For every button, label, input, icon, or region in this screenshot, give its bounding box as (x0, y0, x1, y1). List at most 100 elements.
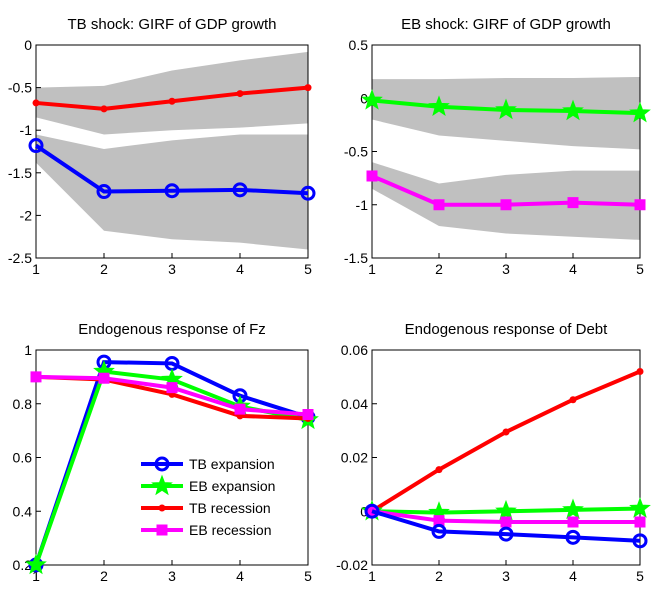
marker (562, 99, 584, 121)
x-tick-label: 5 (636, 261, 644, 277)
marker (500, 199, 512, 211)
marker (236, 90, 244, 98)
y-tick-label: 0.4 (13, 503, 33, 519)
y-tick-label: -1 (20, 122, 33, 138)
legend-marker (158, 504, 166, 512)
marker (96, 184, 112, 200)
subplot-title: TB shock: GIRF of GDP growth (68, 16, 277, 33)
y-tick-label: -0.5 (344, 144, 368, 160)
x-tick-label: 1 (368, 568, 376, 584)
subplot: EB shock: GIRF of GDP growth-1.5-1-0.500… (344, 16, 651, 277)
subplot-title: Endogenous response of Debt (405, 321, 608, 338)
y-tick-label: 0.06 (341, 342, 368, 358)
marker (234, 403, 246, 415)
x-tick-label: 2 (100, 261, 108, 277)
marker (302, 409, 314, 420)
x-tick-label: 4 (236, 261, 244, 277)
series-line (34, 360, 309, 566)
x-tick-label: 5 (304, 568, 312, 584)
subplot-title: EB shock: GIRF of GDP growth (401, 16, 611, 33)
legend-label: EB recession (189, 522, 271, 538)
marker (562, 498, 584, 520)
marker (361, 88, 383, 110)
x-tick-label: 2 (435, 568, 443, 584)
x-tick-label: 3 (168, 261, 176, 277)
y-tick-label: 0.04 (341, 396, 368, 412)
x-tick-label: 2 (435, 261, 443, 277)
y-tick-label: 0.02 (341, 450, 368, 466)
y-tick-label: -2 (20, 207, 33, 223)
marker (565, 529, 581, 545)
marker (366, 170, 378, 182)
subplot: Endogenous response of Fz 0.2 0.4 0.6 0.8 1 1 2… (13, 321, 319, 584)
confidence-band (36, 51, 308, 135)
marker (100, 105, 108, 113)
legend-label: TB expansion (189, 456, 275, 472)
marker (164, 183, 180, 199)
y-tick-label: -1 (356, 197, 369, 213)
x-tick-label: 1 (368, 261, 376, 277)
y-tick-label: 1 (24, 342, 32, 358)
marker (364, 503, 380, 519)
marker (636, 368, 644, 375)
x-tick-label: 1 (32, 261, 40, 277)
subplot-title: Endogenous response of Fz (78, 321, 266, 338)
legend-marker (156, 524, 168, 536)
marker (569, 396, 577, 404)
x-tick-label: 4 (569, 568, 577, 584)
subplot: Endogenous response of Debt -0.02 0 0.02 0.0… (336, 321, 651, 584)
x-tick-label: 1 (32, 568, 40, 584)
marker (28, 138, 44, 154)
subplot: TB shock: GIRF of GDP growth -2.5 -2 -1.5 -1… (8, 16, 316, 277)
x-tick-label: 4 (569, 261, 577, 277)
marker (32, 99, 40, 107)
marker (431, 523, 447, 539)
y-tick-label: -2.5 (8, 250, 32, 266)
y-tick-label: 0.2 (13, 557, 33, 573)
marker (634, 199, 646, 211)
legend: TB expansion EB expansion TB recession EB r… (135, 449, 300, 545)
legend-label: EB expansion (189, 478, 275, 494)
marker (433, 199, 445, 211)
marker (98, 372, 110, 384)
marker (166, 382, 178, 394)
series-line (370, 369, 641, 513)
marker (634, 516, 646, 528)
marker (502, 428, 510, 436)
x-tick-label: 3 (502, 261, 510, 277)
marker (567, 516, 579, 528)
marker (629, 101, 651, 123)
marker (629, 497, 651, 518)
marker (567, 197, 579, 209)
x-tick-label: 4 (236, 568, 244, 584)
legend-marker (154, 456, 170, 472)
marker (433, 515, 445, 527)
x-tick-label: 5 (304, 261, 312, 277)
y-tick-label: 0 (360, 503, 368, 519)
marker (304, 84, 312, 92)
marker (232, 182, 248, 198)
y-tick-label: -1.5 (344, 250, 368, 266)
marker (632, 533, 648, 549)
series-line (34, 143, 309, 196)
y-tick-label: 0.6 (13, 450, 33, 466)
y-tick-label: -1.5 (8, 165, 32, 181)
y-tick-label: 0 (24, 37, 32, 53)
marker (495, 98, 517, 120)
marker (428, 95, 450, 117)
y-tick-label: 0.8 (13, 396, 33, 412)
y-tick-label: -0.02 (336, 557, 368, 573)
marker (25, 553, 47, 575)
y-tick-label: -0.5 (8, 80, 32, 96)
x-tick-label: 2 (100, 568, 108, 584)
x-tick-label: 3 (168, 568, 176, 584)
marker (498, 526, 514, 542)
marker (495, 499, 517, 521)
marker (30, 371, 42, 383)
x-tick-label: 3 (502, 568, 510, 584)
marker (300, 185, 316, 201)
x-tick-label: 5 (636, 568, 644, 584)
y-tick-label: 0.5 (349, 37, 369, 53)
legend-label: TB recession (189, 500, 271, 516)
